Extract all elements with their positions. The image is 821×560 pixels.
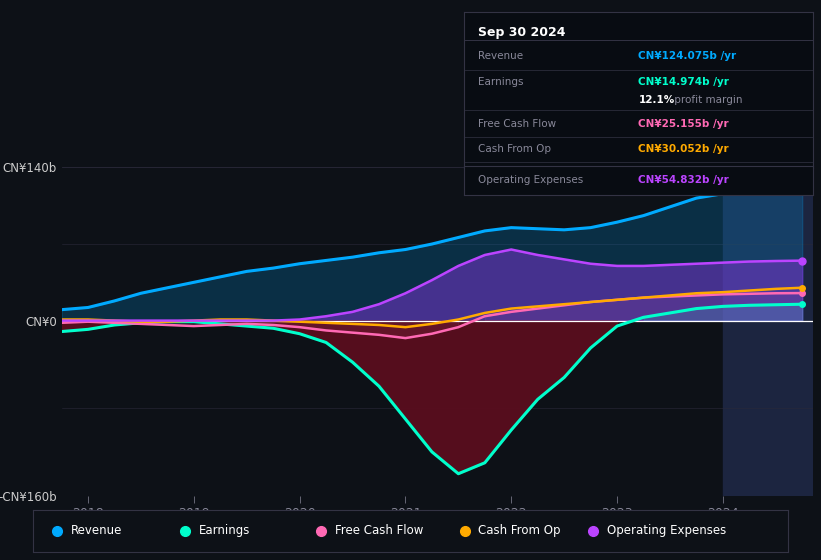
Bar	[722, 146, 813, 496]
Text: Operating Expenses: Operating Expenses	[607, 524, 726, 537]
Text: Cash From Op: Cash From Op	[478, 144, 551, 155]
Text: Sep 30 2024: Sep 30 2024	[478, 26, 566, 39]
Text: CN¥124.075b /yr: CN¥124.075b /yr	[639, 51, 736, 61]
Text: Cash From Op: Cash From Op	[479, 524, 561, 537]
Text: Operating Expenses: Operating Expenses	[478, 175, 583, 185]
Text: Free Cash Flow: Free Cash Flow	[335, 524, 424, 537]
Text: Revenue: Revenue	[478, 51, 523, 61]
Text: Earnings: Earnings	[478, 77, 523, 87]
Text: Revenue: Revenue	[71, 524, 122, 537]
Text: CN¥14.974b /yr: CN¥14.974b /yr	[639, 77, 729, 87]
Text: 12.1%: 12.1%	[639, 95, 675, 105]
Text: CN¥54.832b /yr: CN¥54.832b /yr	[639, 175, 729, 185]
Text: CN¥30.052b /yr: CN¥30.052b /yr	[639, 144, 729, 155]
Text: Free Cash Flow: Free Cash Flow	[478, 119, 556, 129]
Text: Earnings: Earnings	[199, 524, 250, 537]
Text: CN¥25.155b /yr: CN¥25.155b /yr	[639, 119, 729, 129]
Text: profit margin: profit margin	[672, 95, 743, 105]
